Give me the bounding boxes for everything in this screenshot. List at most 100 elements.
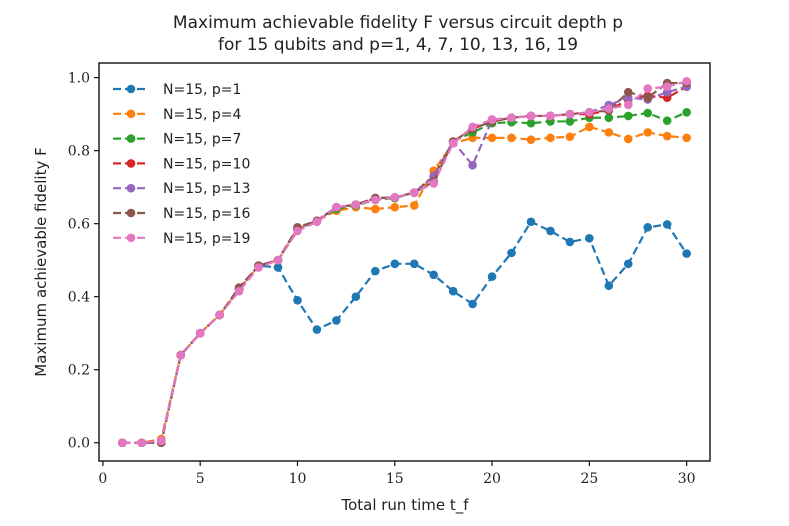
data-point [526,118,536,128]
legend-marker [126,109,136,119]
x-tick-label: 15 [386,471,404,487]
data-point [390,193,400,202]
legend-entry: N=15, p=10 [113,156,250,172]
data-point [293,226,302,236]
data-point [604,281,614,291]
y-tick-label: 0.4 [68,290,90,306]
data-point [546,111,555,121]
chart-title-line2: for 15 qubits and p=1, 4, 7, 10, 13, 16,… [218,35,578,55]
data-point [448,139,458,148]
legend-label: N=15, p=7 [163,132,241,148]
x-tick-label: 0 [98,471,107,487]
y-tick-label: 0.2 [68,363,90,379]
data-point [507,248,516,258]
plot-area [118,76,691,448]
data-point [332,202,341,212]
data-point [351,292,361,301]
data-point [390,259,400,269]
data-point [507,113,516,123]
y-tick-label: 1.0 [68,71,90,87]
legend-marker [126,134,136,143]
data-point [507,133,516,143]
chart-title-line1: Maximum achievable fidelity F versus cir… [173,13,623,33]
x-tick-label: 10 [289,471,307,487]
data-point [195,328,205,338]
data-point [623,87,633,97]
legend-entry: N=15, p=16 [113,206,250,222]
data-point [643,128,653,137]
data-point [312,217,322,227]
data-point [468,299,477,309]
data-point [234,286,244,296]
data-point [643,93,653,102]
data-point [429,270,438,280]
data-point [623,259,633,269]
data-point [682,107,691,117]
data-point [351,200,361,209]
data-point [604,128,614,137]
data-point [604,113,614,123]
data-point [682,76,691,86]
data-point [273,263,283,272]
data-point [662,131,672,141]
data-point [526,135,536,144]
data-point [332,316,341,325]
data-point [643,84,653,93]
data-point [293,296,302,305]
data-point [487,133,497,143]
data-point [137,438,147,448]
data-point [585,233,594,243]
data-point [565,117,575,126]
data-point [623,134,633,144]
data-point [585,107,594,117]
data-point [371,195,380,205]
legend-entry: N=15, p=1 [113,82,241,98]
data-point [409,201,419,210]
x-tick-label: 25 [580,471,598,487]
legend-entry: N=15, p=4 [113,107,242,123]
data-point [409,188,419,197]
legend-label: N=15, p=4 [163,107,242,123]
data-point [254,263,263,272]
legend-label: N=15, p=16 [163,206,250,222]
x-tick-label: 5 [196,471,205,487]
y-axis-label: Maximum achievable fidelity F [32,147,50,376]
data-point [390,202,400,212]
axis-ticks: 0 5 10 15 20 25 30 0.0 0.2 0.4 0.6 0.8 1.0 [68,71,696,487]
legend-marker [126,208,136,218]
data-point [448,286,458,296]
data-point [409,259,419,269]
data-point [662,116,672,125]
data-point [487,115,497,124]
data-point [526,111,536,121]
axes-frame [98,62,711,462]
y-tick-label: 0.6 [68,217,90,233]
data-point [312,325,322,334]
data-point [487,272,497,281]
data-point [604,104,614,113]
legend-entry: N=15, p=19 [113,231,250,247]
data-point [546,133,555,143]
data-point [118,438,127,448]
legend-marker [126,233,136,243]
data-point [682,133,691,143]
series-line [122,125,687,444]
data-point [429,179,438,188]
legend-label: N=15, p=1 [163,82,241,98]
legend-entry: N=15, p=13 [113,181,250,197]
data-point [565,237,575,247]
legend: N=15, p=1 N=15, p=4 N=15, p=7 N=15, p=10 N=1… [113,82,250,247]
series-line [122,220,688,444]
data-point [623,100,633,110]
data-point [215,310,224,320]
legend-marker [126,84,136,94]
data-point [468,122,477,132]
data-point [546,226,555,236]
data-point [623,111,633,121]
data-point [371,266,380,276]
data-point [565,132,575,142]
legend-label: N=15, p=13 [163,181,250,197]
data-point [273,255,283,265]
data-point [176,350,186,360]
legend-label: N=15, p=19 [163,231,250,247]
